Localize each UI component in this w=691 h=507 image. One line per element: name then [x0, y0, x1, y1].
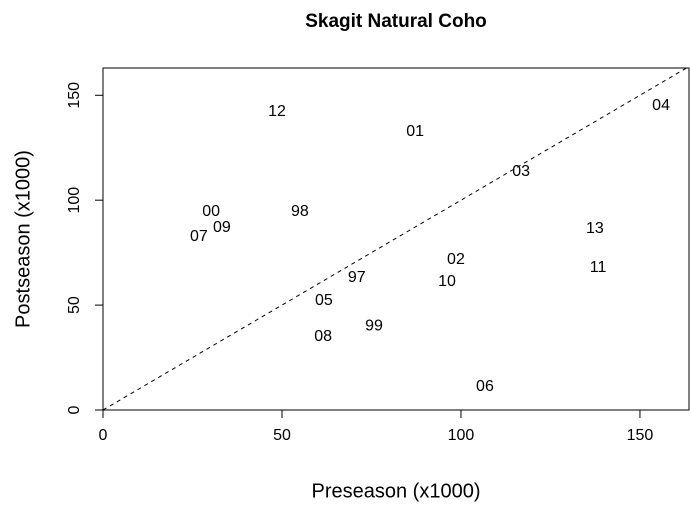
point-label: 12	[268, 103, 286, 120]
point-label: 05	[315, 292, 333, 309]
x-tick-label: 0	[99, 427, 108, 444]
point-label: 06	[476, 378, 494, 395]
chart-title: Skagit Natural Coho	[305, 11, 487, 32]
point-label: 11	[590, 259, 607, 276]
point-label: 97	[348, 269, 366, 286]
point-label: 04	[652, 97, 670, 114]
point-label: 98	[291, 203, 309, 220]
y-tick-label: 150	[66, 82, 83, 109]
reference-line	[103, 68, 688, 410]
x-tick-label: 100	[448, 427, 475, 444]
y-axis-title: Postseason (x1000)	[12, 150, 34, 328]
point-label: 08	[314, 328, 332, 345]
point-label: 99	[365, 317, 383, 334]
x-tick-label: 50	[273, 427, 291, 444]
y-tick-label: 100	[66, 187, 83, 214]
point-label: 02	[447, 251, 465, 268]
point-label: 13	[586, 220, 604, 237]
point-label: 00	[202, 203, 220, 220]
plot-box	[102, 67, 690, 411]
x-axis-title: Preseason (x1000)	[312, 480, 481, 502]
y-tick-label: 50	[66, 296, 83, 314]
x-tick-label: 150	[627, 427, 654, 444]
point-label: 09	[213, 219, 231, 236]
point-label: 01	[406, 123, 424, 140]
point-label: 03	[512, 163, 530, 180]
point-label: 10	[438, 273, 456, 290]
y-tick-label: 0	[66, 405, 83, 414]
point-label: 07	[190, 228, 208, 245]
